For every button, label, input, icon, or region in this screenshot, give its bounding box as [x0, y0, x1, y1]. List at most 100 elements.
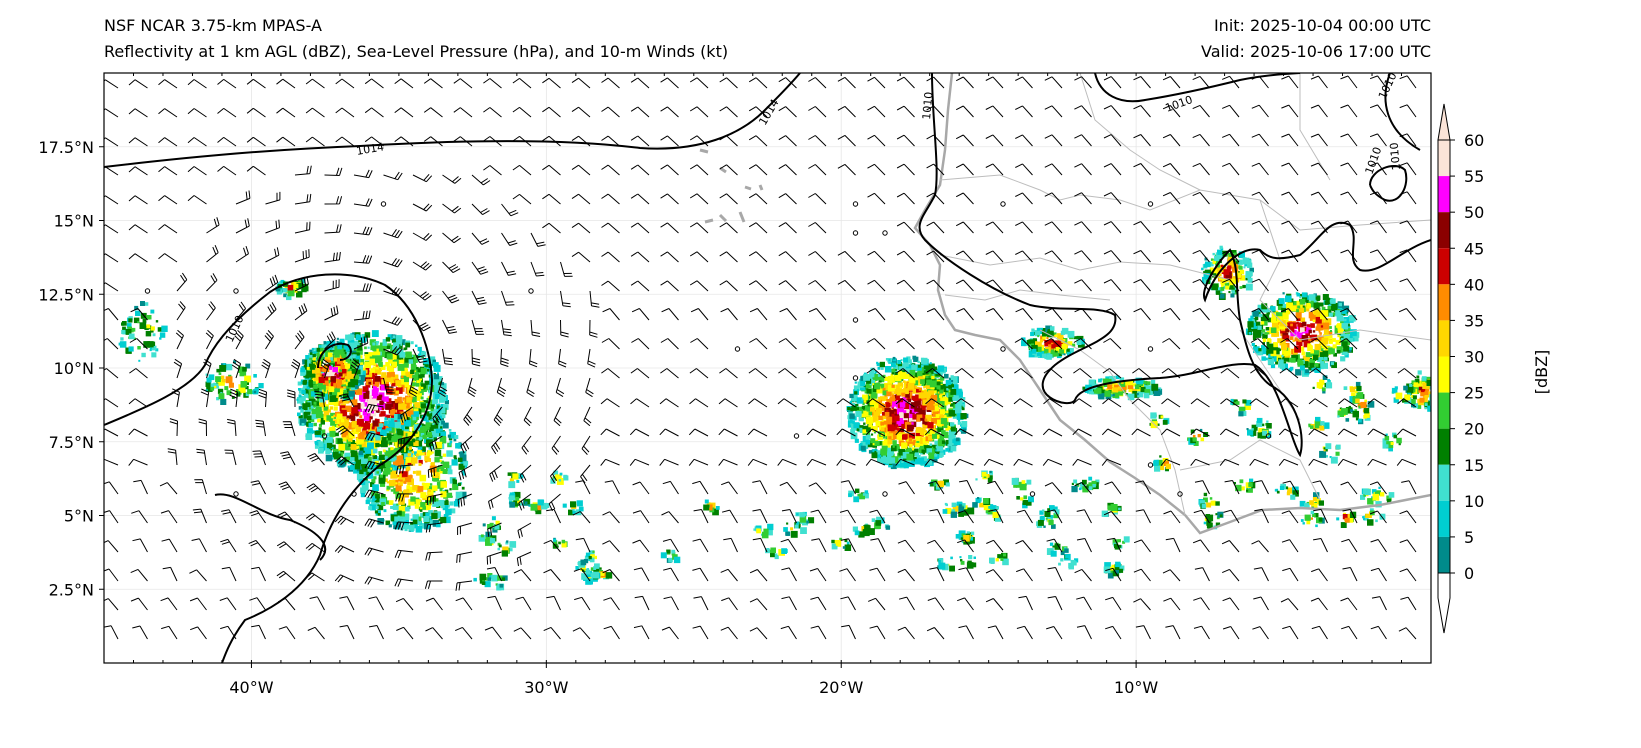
reflectivity-cell — [1119, 377, 1125, 382]
reflectivity-cell — [1236, 261, 1239, 264]
reflectivity-cell — [1338, 302, 1342, 307]
reflectivity-cell — [401, 359, 404, 363]
reflectivity-cell — [880, 421, 884, 426]
reflectivity-cell — [411, 396, 417, 402]
reflectivity-cell — [314, 445, 318, 449]
reflectivity-cell — [373, 437, 380, 445]
reflectivity-cell — [329, 406, 333, 410]
reflectivity-cell — [422, 434, 427, 440]
reflectivity-cell — [313, 401, 317, 405]
reflectivity-cell — [403, 419, 411, 427]
reflectivity-cell — [386, 353, 393, 360]
reflectivity-cell — [1201, 503, 1207, 509]
reflectivity-cell — [412, 470, 416, 474]
reflectivity-cell — [1315, 296, 1320, 301]
reflectivity-cell — [1056, 333, 1064, 340]
reflectivity-cell — [934, 440, 939, 445]
reflectivity-cell — [872, 383, 875, 386]
reflectivity-cell — [940, 376, 945, 381]
reflectivity-cell — [1322, 294, 1329, 301]
reflectivity-cell — [331, 377, 334, 381]
reflectivity-cell — [1348, 336, 1354, 342]
reflectivity-cell — [831, 539, 835, 544]
reflectivity-cell — [1294, 337, 1299, 342]
reflectivity-cell — [966, 531, 970, 535]
reflectivity-cell — [1127, 383, 1134, 390]
reflectivity-cell — [444, 400, 449, 405]
reflectivity-cell — [950, 426, 956, 432]
reflectivity-cell — [1063, 353, 1066, 356]
reflectivity-cell — [389, 427, 395, 433]
reflectivity-cell — [333, 448, 337, 452]
reflectivity-cell — [1299, 296, 1302, 299]
reflectivity-cell — [386, 345, 391, 350]
reflectivity-cell — [379, 454, 385, 461]
reflectivity-cell — [1323, 334, 1330, 341]
reflectivity-cell — [313, 384, 318, 389]
reflectivity-cell — [870, 410, 876, 416]
reflectivity-cell — [1215, 290, 1221, 295]
reflectivity-cell — [364, 397, 367, 401]
reflectivity-cell — [375, 435, 381, 441]
reflectivity-cell — [935, 449, 938, 452]
reflectivity-cell — [909, 361, 912, 364]
reflectivity-cell — [415, 418, 418, 421]
reflectivity-cell — [1251, 342, 1255, 347]
reflectivity-cell — [1349, 339, 1353, 343]
reflectivity-cell — [359, 415, 363, 419]
reflectivity-cell — [1312, 349, 1320, 357]
reflectivity-cell — [1279, 363, 1286, 369]
reflectivity-cell — [1148, 391, 1153, 396]
reflectivity-cell — [866, 394, 871, 399]
reflectivity-cell — [366, 413, 373, 420]
reflectivity-cell — [881, 367, 884, 370]
reflectivity-cell — [1192, 434, 1196, 438]
reflectivity-cell — [375, 493, 380, 499]
reflectivity-cell — [1041, 353, 1047, 359]
reflectivity-cell — [320, 370, 326, 375]
reflectivity-cell — [366, 456, 372, 463]
reflectivity-cell — [960, 560, 965, 565]
reflectivity-cell — [309, 388, 314, 394]
reflectivity-cell — [588, 556, 592, 560]
reflectivity-cell — [401, 368, 408, 376]
reflectivity-cell — [308, 398, 316, 406]
reflectivity-cell — [873, 373, 880, 380]
reflectivity-cell — [418, 425, 422, 429]
reflectivity-cell — [1429, 394, 1431, 402]
reflectivity-cell — [861, 405, 865, 410]
reflectivity-cell — [381, 379, 387, 385]
reflectivity-cell — [319, 396, 326, 403]
reflectivity-cell — [399, 511, 405, 517]
reflectivity-cell — [1302, 321, 1307, 326]
reflectivity-cell — [372, 420, 379, 427]
reflectivity-cell — [1073, 336, 1077, 340]
reflectivity-cell — [381, 407, 385, 411]
reflectivity-cell — [900, 460, 907, 468]
reflectivity-cell — [418, 374, 423, 379]
reflectivity-cell — [384, 417, 388, 421]
reflectivity-cell — [1336, 517, 1340, 521]
reflectivity-cell — [1214, 260, 1219, 265]
reflectivity-cell — [420, 427, 426, 433]
reflectivity-cell — [1323, 447, 1328, 452]
reflectivity-cell — [323, 406, 329, 411]
reflectivity-cell — [703, 504, 710, 511]
reflectivity-cell — [790, 530, 798, 538]
reflectivity-cell — [1225, 285, 1230, 290]
reflectivity-cell — [388, 524, 392, 528]
reflectivity-cell — [368, 404, 372, 408]
reflectivity-cell — [1066, 348, 1070, 352]
reflectivity-cell — [1307, 345, 1313, 352]
reflectivity-cell — [921, 449, 925, 453]
reflectivity-cell — [806, 520, 810, 524]
reflectivity-cell — [405, 462, 409, 466]
reflectivity-cell — [327, 352, 333, 358]
reflectivity-cell — [945, 421, 949, 426]
reflectivity-cell — [402, 397, 406, 401]
reflectivity-cell — [435, 430, 442, 437]
reflectivity-cell — [381, 440, 388, 448]
reflectivity-cell — [1112, 394, 1115, 397]
reflectivity-cell — [911, 395, 916, 400]
reflectivity-cell — [373, 455, 377, 459]
